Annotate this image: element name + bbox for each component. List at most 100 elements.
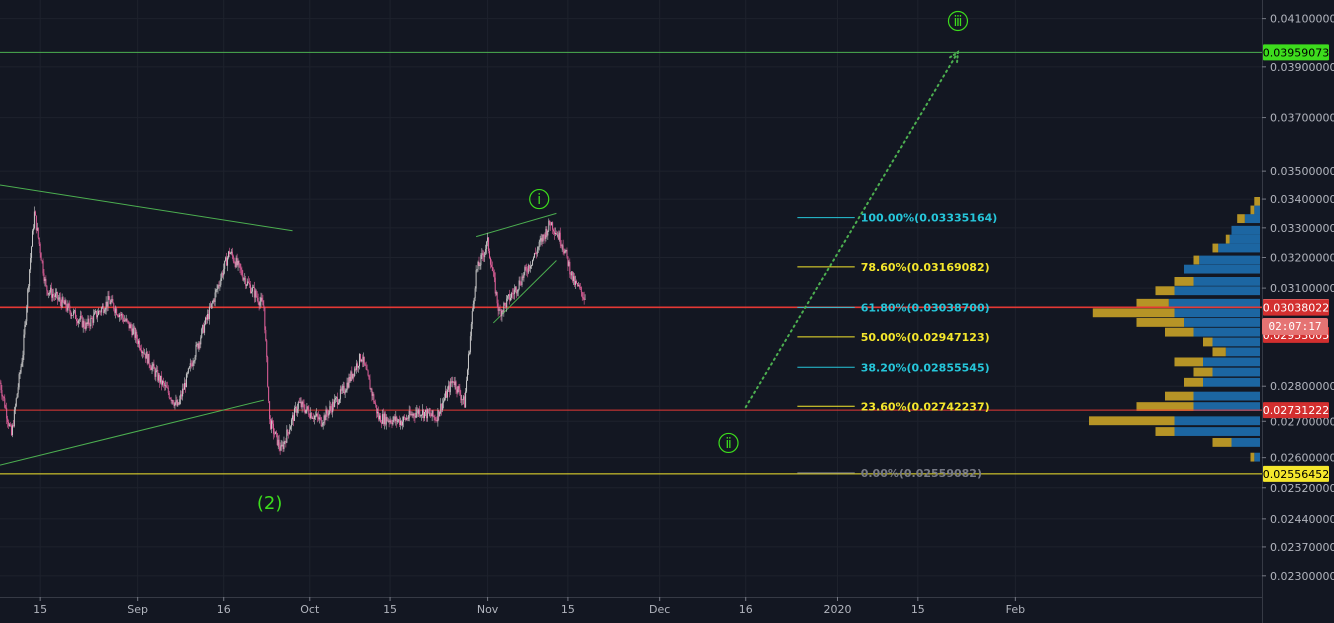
candle-body xyxy=(277,439,279,446)
candle-body xyxy=(515,287,517,294)
candle-body xyxy=(315,415,316,417)
candle-body xyxy=(25,321,27,325)
candle-body xyxy=(14,405,16,410)
volume-bar-up xyxy=(1225,234,1230,244)
candle-body xyxy=(162,380,164,385)
volume-bar-down xyxy=(1174,427,1260,436)
volume-bar-down xyxy=(1168,298,1260,308)
candle-body xyxy=(148,354,150,365)
candle-body xyxy=(272,423,274,434)
volume-bar-up xyxy=(1155,427,1175,436)
candle-body xyxy=(332,401,334,413)
candle-body xyxy=(51,287,53,298)
candle-body xyxy=(145,351,147,359)
candle-body xyxy=(67,303,69,311)
candle-body xyxy=(549,220,551,225)
candle-body xyxy=(87,318,89,325)
price-tick-label: 0.03500000 xyxy=(1270,165,1334,178)
candle-body xyxy=(200,337,202,345)
candle-body xyxy=(131,328,133,336)
candle-body xyxy=(29,269,31,287)
candle-body xyxy=(215,289,217,293)
candle-body xyxy=(273,433,275,435)
candle-body xyxy=(410,414,412,415)
candle-body xyxy=(495,292,497,294)
candle-body xyxy=(390,420,392,423)
candle-body xyxy=(393,416,395,420)
candle-body xyxy=(323,415,325,424)
candle-body xyxy=(580,287,582,293)
candle-body xyxy=(143,353,145,355)
candle-body xyxy=(344,392,346,394)
candle-body xyxy=(72,315,74,316)
candle-body xyxy=(445,391,447,398)
candle-body xyxy=(37,227,39,238)
candle-body xyxy=(442,402,444,411)
candle-body xyxy=(4,398,6,408)
candle-body xyxy=(46,285,48,291)
candle-body xyxy=(496,292,498,304)
price-axis[interactable]: 0.04100000 0.03900000 0.03700000 0.03500000… xyxy=(1262,13,1334,583)
candle-body xyxy=(184,383,186,390)
candle-body xyxy=(157,369,159,381)
candle-body xyxy=(391,422,393,425)
candle-body xyxy=(584,298,586,300)
candle-body xyxy=(64,300,66,305)
candle-body xyxy=(490,264,492,267)
candle-body xyxy=(30,258,32,270)
candle-body xyxy=(36,227,38,231)
candle-body xyxy=(227,251,229,258)
candle-body xyxy=(437,410,439,422)
candle-body xyxy=(133,327,135,329)
candle-body xyxy=(94,312,96,315)
candle-body xyxy=(191,364,193,366)
candle-body xyxy=(422,409,424,415)
candle-body xyxy=(43,273,45,281)
candle-body xyxy=(218,285,220,287)
candle-body xyxy=(453,382,455,386)
candle-body xyxy=(418,409,420,414)
candle-body xyxy=(474,288,476,299)
candle-body xyxy=(459,388,461,395)
candle-body xyxy=(449,381,451,393)
volume-bar-down xyxy=(1174,308,1260,318)
candle-body xyxy=(423,411,425,419)
volume-bar-up xyxy=(1155,286,1175,296)
candle-body xyxy=(163,382,165,387)
candle-body xyxy=(346,382,348,391)
candle-body xyxy=(281,444,283,446)
countdown-badge: 02:07:17 xyxy=(1262,318,1328,335)
candle-body xyxy=(97,315,99,318)
time-tick-label: 16 xyxy=(217,603,231,616)
candle-body xyxy=(221,272,223,279)
time-tick-label: 15 xyxy=(911,603,925,616)
candle-body xyxy=(287,429,289,433)
candle-body xyxy=(53,295,55,297)
candle-body xyxy=(59,297,61,302)
time-axis[interactable]: 15 Sep 16 Oct 15 Nov 15 Dec 16 2020 15 Feb xyxy=(33,597,1025,616)
candle-body xyxy=(285,441,287,443)
candle-body xyxy=(99,311,101,313)
candle-body xyxy=(412,413,414,416)
candle-body xyxy=(576,281,578,283)
candle-body xyxy=(309,415,311,418)
candle-body xyxy=(220,278,222,285)
volume-bar-up xyxy=(1193,367,1213,377)
candle-body xyxy=(555,232,557,235)
candle-body xyxy=(353,373,355,377)
candle-body xyxy=(247,281,249,285)
volume-bar-down xyxy=(1212,367,1260,377)
candle-body xyxy=(420,415,422,417)
candle-body xyxy=(576,282,578,286)
candle-body xyxy=(32,228,34,231)
candle-body xyxy=(75,319,77,322)
candle-body xyxy=(458,386,460,389)
candle-body xyxy=(333,401,335,407)
candle-body xyxy=(403,416,405,418)
candle-body xyxy=(81,316,83,328)
candle-body xyxy=(211,302,213,304)
candle-body xyxy=(371,388,373,396)
candle-body xyxy=(477,261,479,270)
candle-body xyxy=(69,305,71,312)
